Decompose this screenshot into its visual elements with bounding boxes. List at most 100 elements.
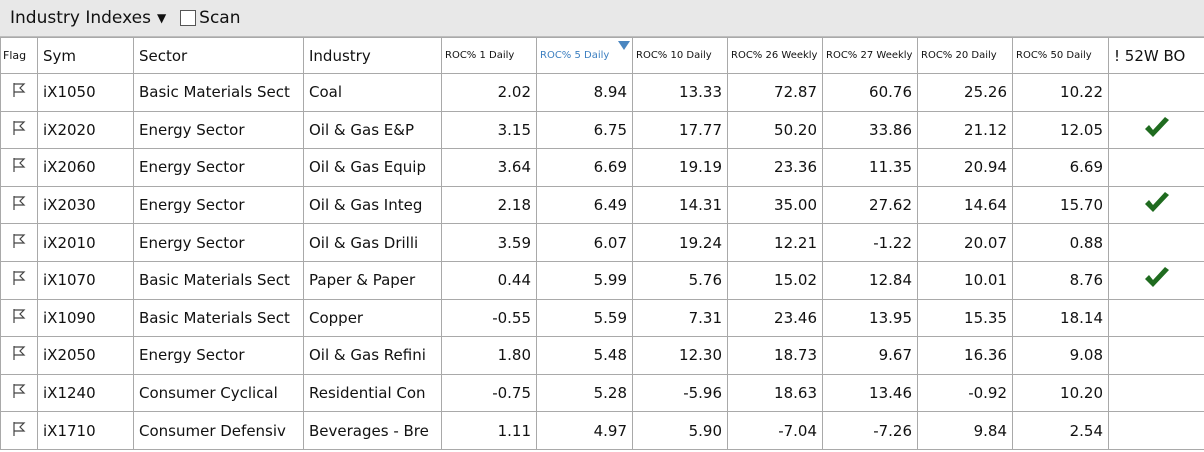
- row[interactable]: iX1090 Basic Materials Sect Copper -0.55 5.5…: [0, 298, 1204, 338]
- row[interactable]: iX1240 Consumer Cyclical Residential Con -0…: [0, 373, 1204, 413]
- flag-icon[interactable]: [12, 270, 26, 286]
- row[interactable]: iX1070 Basic Materials Sect Paper & Paper 0…: [0, 260, 1204, 300]
- text-cell: Energy Sector: [133, 223, 304, 262]
- flag-icon[interactable]: [12, 421, 26, 437]
- text-cell: iX1050: [37, 73, 134, 112]
- column-header[interactable]: ROC% 5 Daily: [536, 37, 633, 74]
- number-cell: 10.22: [1012, 73, 1109, 112]
- text-cell: iX1710: [37, 411, 134, 450]
- row[interactable]: iX2060 Energy Sector Oil & Gas Equip 3.64 6.…: [0, 148, 1204, 187]
- dropdown-caret[interactable]: ▼: [156, 11, 167, 25]
- column-header[interactable]: ROC% 1 Daily: [441, 37, 537, 74]
- text-cell: Energy Sector: [133, 148, 304, 187]
- flag-cell[interactable]: [0, 336, 38, 375]
- text-cell: Energy Sector: [133, 185, 304, 225]
- number-cell: 12.21: [727, 223, 823, 262]
- breakout-cell: [1108, 373, 1204, 413]
- flag-icon[interactable]: [12, 345, 26, 361]
- number-cell: 18.63: [727, 373, 823, 413]
- column-header[interactable]: Sector: [133, 37, 304, 74]
- text-cell: Energy Sector: [133, 336, 304, 375]
- column-header[interactable]: Flag: [0, 37, 38, 74]
- number-cell: 20.94: [917, 148, 1013, 187]
- breakout-cell: [1108, 185, 1204, 225]
- row[interactable]: iX2050 Energy Sector Oil & Gas Refini 1.80 5…: [0, 336, 1204, 375]
- text-cell: Copper: [303, 298, 442, 338]
- text-cell: Basic Materials Sect: [133, 73, 304, 112]
- sort-arrow: [618, 41, 630, 50]
- title-dropdown[interactable]: Industry Indexes: [10, 8, 151, 28]
- flag-cell[interactable]: [0, 260, 38, 300]
- number-cell: 12.30: [632, 336, 728, 375]
- flag-cell[interactable]: [0, 373, 38, 413]
- column-header[interactable]: Industry: [303, 37, 442, 74]
- flag-cell[interactable]: [0, 110, 38, 150]
- flag-cell[interactable]: [0, 148, 38, 187]
- row[interactable]: iX1710 Consumer Defensiv Beverages - Bre 1.…: [0, 411, 1204, 450]
- text-cell: iX1240: [37, 373, 134, 413]
- flag-cell[interactable]: [0, 73, 38, 112]
- number-cell: 19.19: [632, 148, 728, 187]
- scan-checkbox[interactable]: [180, 10, 197, 26]
- flag-icon[interactable]: [12, 120, 26, 136]
- text-cell: Oil & Gas Integ: [303, 185, 442, 225]
- column-header[interactable]: ROC% 10 Daily: [632, 37, 728, 74]
- scan-label[interactable]: Scan: [199, 8, 241, 28]
- column-header[interactable]: ROC% 50 Daily: [1012, 37, 1109, 74]
- row[interactable]: iX2030 Energy Sector Oil & Gas Integ 2.18 6.…: [0, 185, 1204, 225]
- number-cell: 8.76: [1012, 260, 1109, 300]
- text-cell: iX2060: [37, 148, 134, 187]
- flag-icon[interactable]: [12, 195, 26, 211]
- number-cell: 18.14: [1012, 298, 1109, 338]
- number-cell: 25.26: [917, 73, 1013, 112]
- flag-cell[interactable]: [0, 411, 38, 450]
- text-cell: iX2030: [37, 185, 134, 225]
- number-cell: 10.01: [917, 260, 1013, 300]
- number-cell: 0.44: [441, 260, 537, 300]
- breakout-check: [1144, 267, 1169, 288]
- column-header[interactable]: ROC% 20 Daily: [917, 37, 1013, 74]
- number-cell: -0.75: [441, 373, 537, 413]
- number-cell: 72.87: [727, 73, 823, 112]
- breakout-cell: [1108, 73, 1204, 112]
- flag-icon[interactable]: [12, 308, 26, 324]
- column-header[interactable]: ! 52W BO: [1108, 37, 1204, 74]
- number-cell: 50.20: [727, 110, 823, 150]
- number-cell: 6.49: [536, 185, 633, 225]
- flag-icon[interactable]: [12, 82, 26, 98]
- row[interactable]: iX2020 Energy Sector Oil & Gas E&P 3.15 6.75…: [0, 110, 1204, 150]
- number-cell: 2.02: [441, 73, 537, 112]
- number-cell: 6.75: [536, 110, 633, 150]
- flag-cell[interactable]: [0, 185, 38, 225]
- row[interactable]: iX1050 Basic Materials Sect Coal 2.02 8.94 13…: [0, 73, 1204, 112]
- text-cell: Oil & Gas Drilli: [303, 223, 442, 262]
- number-cell: 0.88: [1012, 223, 1109, 262]
- number-cell: 18.73: [727, 336, 823, 375]
- number-cell: 23.46: [727, 298, 823, 338]
- flag-icon[interactable]: [12, 383, 26, 399]
- number-cell: 13.95: [822, 298, 918, 338]
- text-cell: iX1070: [37, 260, 134, 300]
- number-cell: 60.76: [822, 73, 918, 112]
- row[interactable]: iX2010 Energy Sector Oil & Gas Drilli 3.59 6…: [0, 223, 1204, 262]
- flag-cell[interactable]: [0, 298, 38, 338]
- flag-icon[interactable]: [12, 157, 26, 173]
- column-header[interactable]: ROC% 26 Weekly: [727, 37, 823, 74]
- breakout-cell: [1108, 336, 1204, 375]
- flag-cell[interactable]: [0, 223, 38, 262]
- number-cell: 13.33: [632, 73, 728, 112]
- flag-icon[interactable]: [12, 233, 26, 249]
- header-row: Flag Sym Sector Industry ROC% 1 Daily ROC% 5 …: [0, 37, 1204, 74]
- text-cell: Residential Con: [303, 373, 442, 413]
- number-cell: 13.46: [822, 373, 918, 413]
- number-cell: 1.11: [441, 411, 537, 450]
- column-header[interactable]: Sym: [37, 37, 134, 74]
- number-cell: 3.64: [441, 148, 537, 187]
- number-cell: 16.36: [917, 336, 1013, 375]
- text-cell: Beverages - Bre: [303, 411, 442, 450]
- column-header[interactable]: ROC% 27 Weekly: [822, 37, 918, 74]
- text-cell: Oil & Gas Refini: [303, 336, 442, 375]
- number-cell: 5.99: [536, 260, 633, 300]
- number-cell: 8.94: [536, 73, 633, 112]
